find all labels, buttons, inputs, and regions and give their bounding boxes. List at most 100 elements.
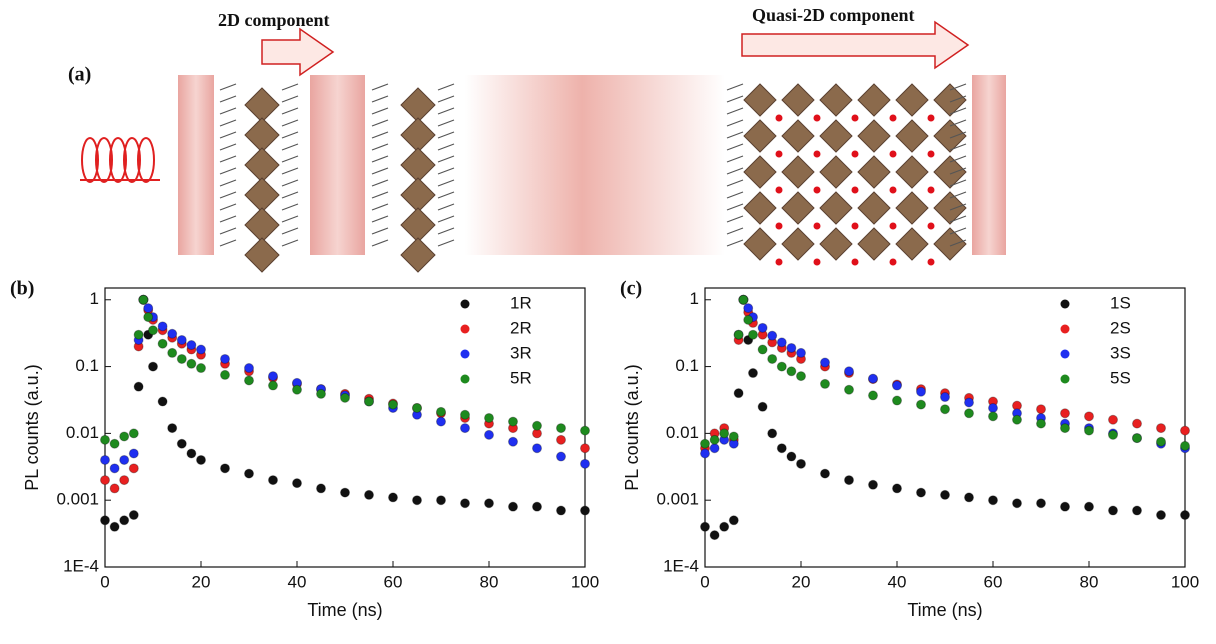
data-point bbox=[709, 434, 720, 445]
spacer-band bbox=[178, 75, 214, 255]
data-point bbox=[728, 515, 739, 526]
ligand bbox=[281, 215, 299, 223]
data-point bbox=[1084, 425, 1094, 436]
ligand bbox=[726, 167, 744, 175]
data-point bbox=[460, 423, 470, 434]
data-point bbox=[1012, 498, 1022, 509]
data-point bbox=[767, 353, 778, 364]
data-point bbox=[460, 498, 470, 509]
data-point bbox=[868, 390, 878, 401]
data-point bbox=[1156, 510, 1166, 521]
legend-marker bbox=[460, 374, 470, 384]
ligand bbox=[281, 83, 299, 91]
ligand bbox=[949, 191, 967, 199]
legend-marker bbox=[1060, 324, 1070, 334]
data-point bbox=[292, 478, 302, 489]
octahedron bbox=[400, 177, 436, 213]
cation bbox=[813, 114, 821, 122]
data-point bbox=[786, 451, 797, 462]
ligand bbox=[371, 239, 389, 247]
data-point bbox=[733, 329, 744, 340]
data-point bbox=[868, 373, 878, 384]
ligand bbox=[219, 179, 237, 187]
ligand bbox=[281, 95, 299, 103]
data-point bbox=[728, 431, 739, 442]
octahedron bbox=[819, 191, 853, 225]
x-tick-label: 80 bbox=[480, 572, 499, 591]
octahedron bbox=[819, 83, 853, 117]
data-point bbox=[157, 396, 168, 407]
y-tick-label: 0.01 bbox=[66, 423, 99, 442]
data-point bbox=[964, 397, 974, 408]
data-point bbox=[119, 475, 130, 486]
laser-coil bbox=[80, 137, 160, 183]
chart: (c) 0 20 40 60 80 100 1E-4 0.001 0.01 0.1 1 Time (ns… bbox=[620, 278, 1199, 620]
data-point bbox=[988, 495, 998, 506]
ligand bbox=[437, 155, 455, 163]
data-point bbox=[364, 489, 374, 500]
data-point bbox=[100, 515, 110, 526]
data-point bbox=[186, 448, 197, 459]
y-tick-label: 0.001 bbox=[656, 490, 699, 509]
x-tick-label: 100 bbox=[1171, 572, 1199, 591]
data-point bbox=[743, 314, 754, 325]
x-tick-label: 100 bbox=[571, 572, 599, 591]
octahedron bbox=[781, 119, 815, 153]
octahedron bbox=[857, 119, 891, 153]
data-point bbox=[916, 487, 926, 498]
data-point bbox=[1180, 440, 1190, 451]
x-tick-label: 0 bbox=[100, 572, 109, 591]
data-point bbox=[176, 353, 187, 364]
data-point bbox=[757, 344, 768, 355]
ligand bbox=[949, 179, 967, 187]
cation bbox=[889, 150, 897, 158]
ligand bbox=[371, 227, 389, 235]
ligand bbox=[726, 179, 744, 187]
cation bbox=[851, 258, 859, 266]
octahedron bbox=[743, 155, 777, 189]
cation bbox=[927, 222, 935, 230]
y-tick-label: 0.001 bbox=[56, 490, 99, 509]
data-point bbox=[1012, 414, 1022, 425]
cation bbox=[851, 114, 859, 122]
data-point bbox=[1084, 501, 1094, 512]
ligand bbox=[371, 167, 389, 175]
octahedron bbox=[400, 237, 436, 273]
y-axis-label: PL counts (a.u.) bbox=[22, 364, 42, 490]
data-point bbox=[1108, 429, 1118, 440]
data-point bbox=[892, 395, 902, 406]
data-point bbox=[157, 321, 168, 332]
data-point bbox=[316, 388, 326, 399]
octahedron bbox=[819, 155, 853, 189]
cation bbox=[889, 222, 897, 230]
octahedron bbox=[244, 87, 280, 123]
data-point bbox=[484, 412, 494, 423]
data-point bbox=[556, 451, 566, 462]
data-point bbox=[776, 337, 787, 348]
data-point bbox=[133, 381, 144, 392]
data-point bbox=[148, 325, 158, 336]
ligand bbox=[949, 83, 967, 91]
data-point bbox=[1036, 498, 1046, 509]
octahedron bbox=[895, 155, 929, 189]
octahedron bbox=[781, 83, 815, 117]
octahedron bbox=[244, 147, 280, 183]
ligand bbox=[281, 131, 299, 139]
x-axis-label: Time (ns) bbox=[907, 600, 982, 620]
octahedron bbox=[244, 207, 280, 243]
data-point bbox=[580, 443, 590, 454]
x-tick-label: 60 bbox=[384, 572, 403, 591]
data-point bbox=[167, 347, 178, 358]
data-point bbox=[186, 340, 197, 351]
data-point bbox=[892, 380, 902, 391]
data-point bbox=[532, 501, 542, 512]
octahedron bbox=[400, 207, 436, 243]
data-point bbox=[556, 505, 566, 516]
data-point bbox=[196, 363, 206, 374]
ligand bbox=[281, 239, 299, 247]
cation bbox=[775, 222, 783, 230]
data-point bbox=[143, 303, 154, 314]
octahedron bbox=[819, 227, 853, 261]
